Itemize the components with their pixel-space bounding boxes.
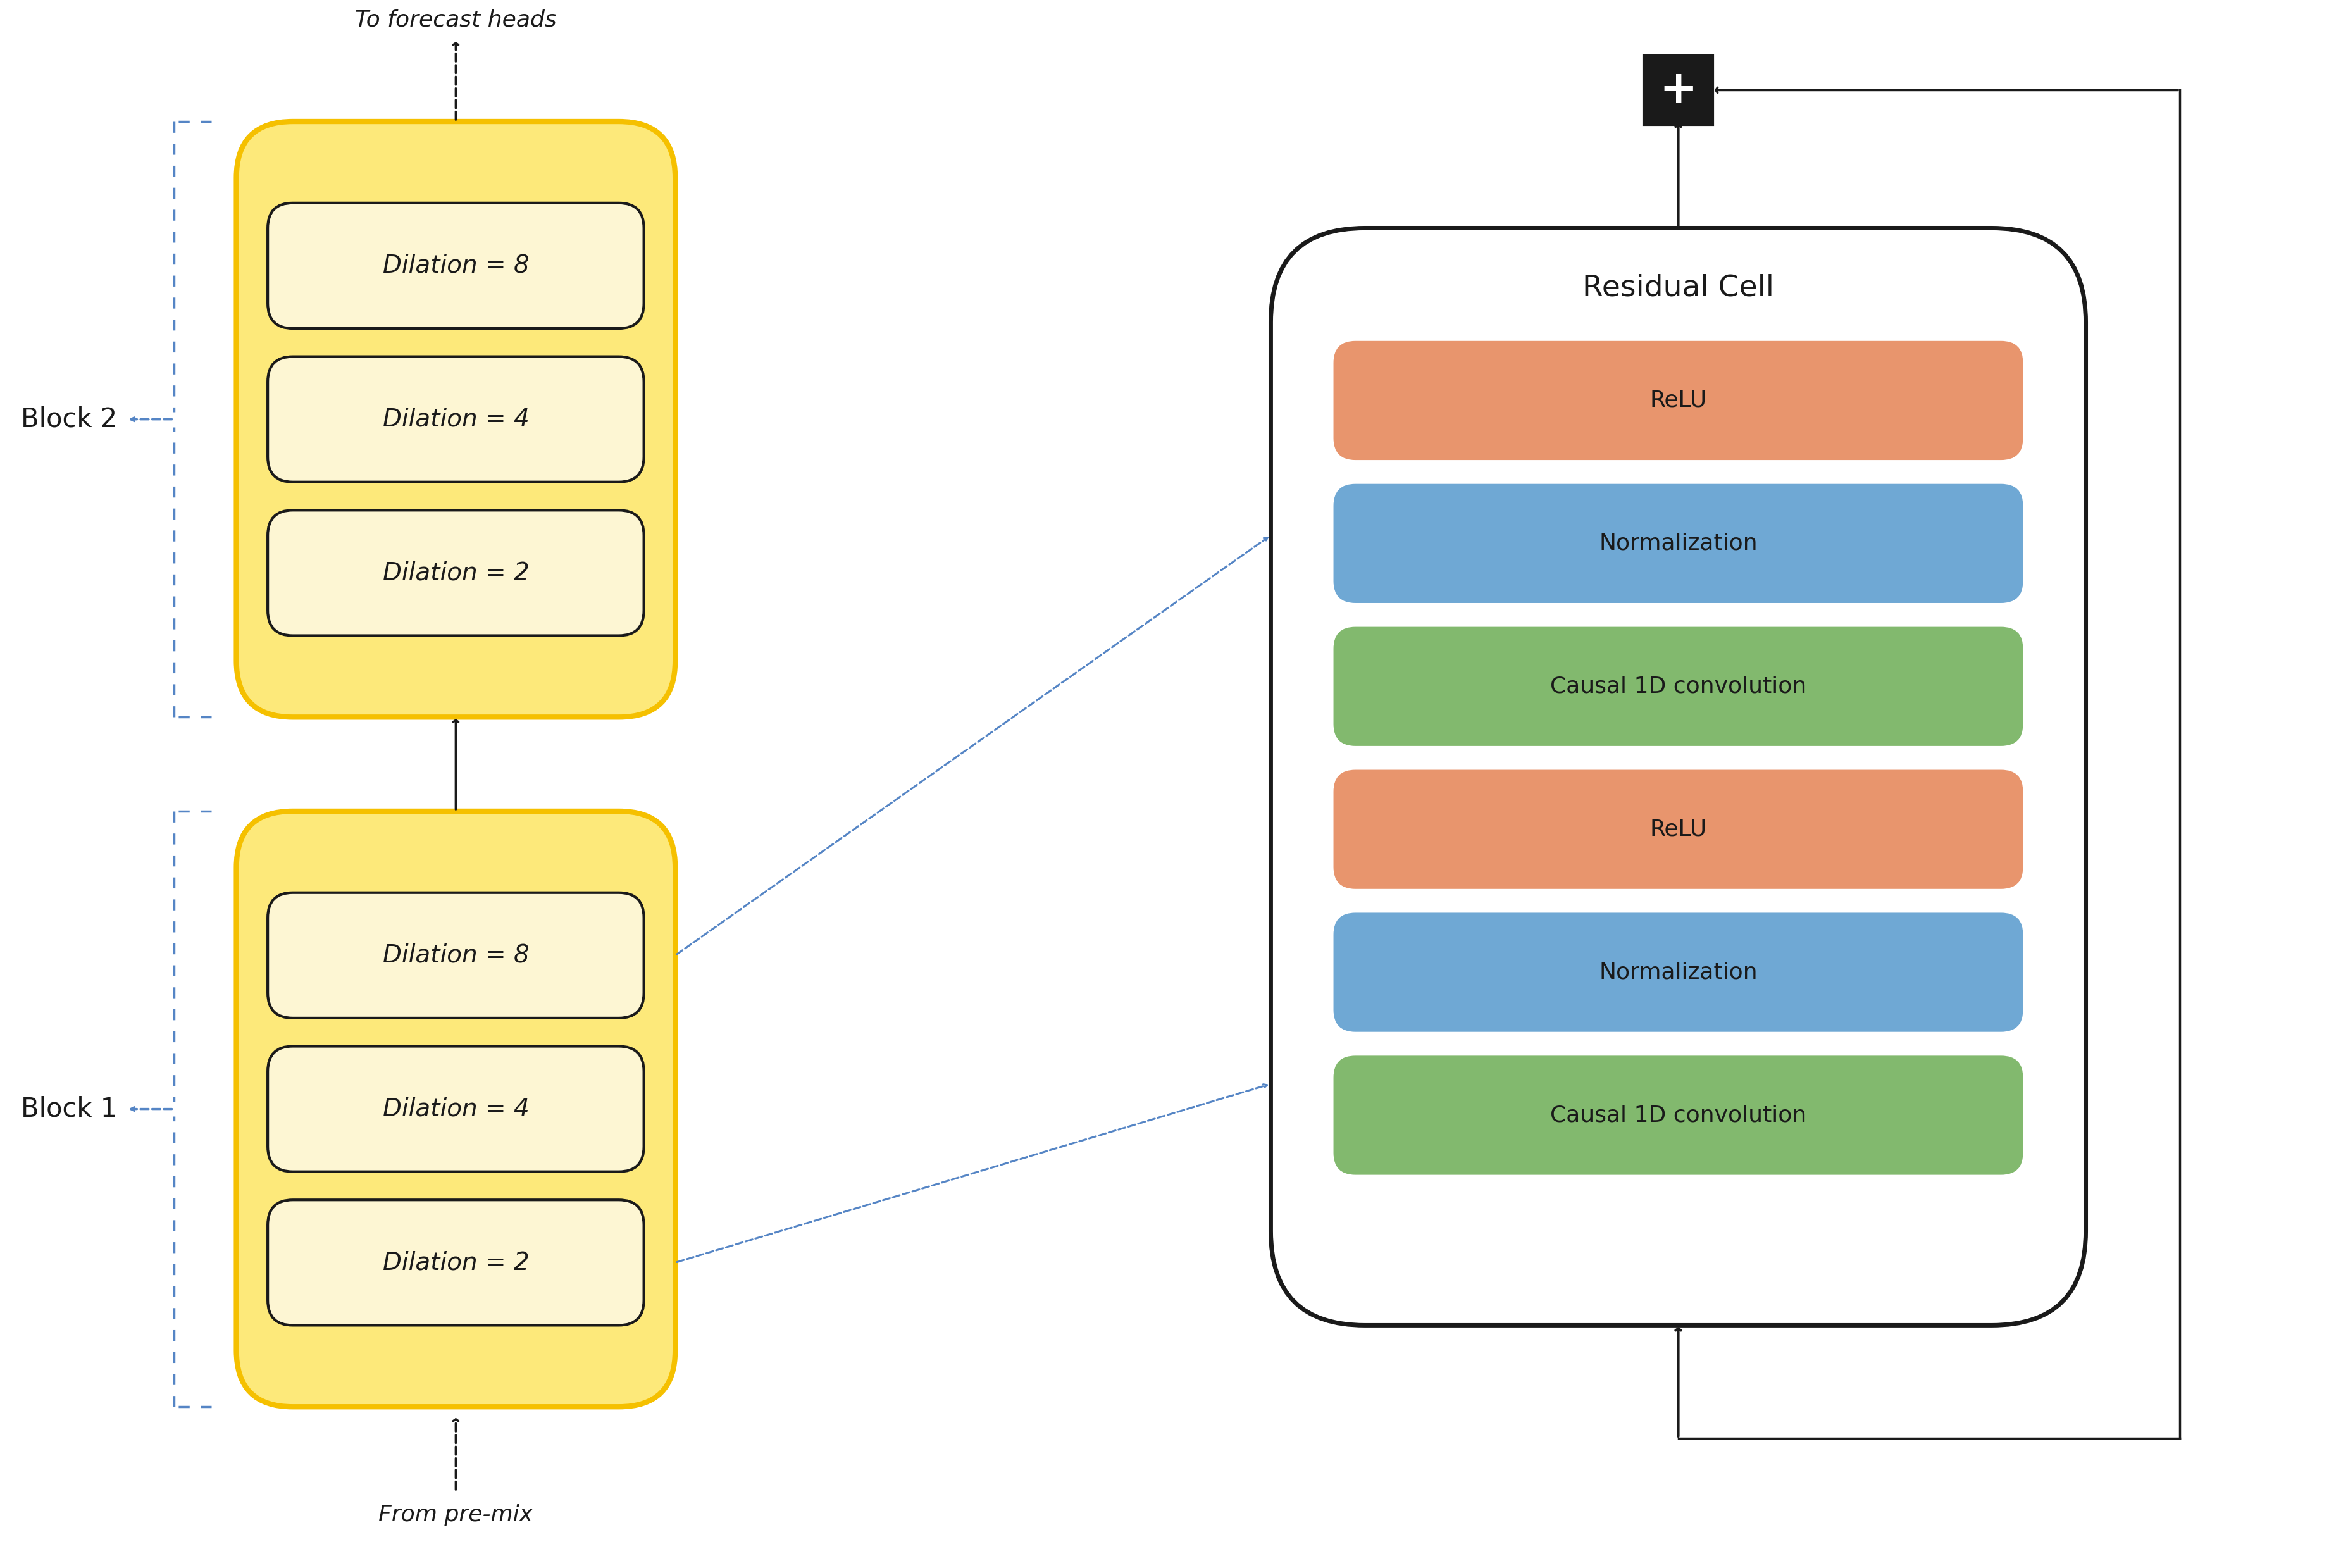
FancyBboxPatch shape	[235, 121, 675, 717]
FancyBboxPatch shape	[268, 202, 643, 328]
Text: Normalization: Normalization	[1600, 961, 1758, 983]
Text: Causal 1D convolution: Causal 1D convolution	[1551, 676, 1807, 698]
Text: Dilation = 2: Dilation = 2	[382, 1251, 529, 1275]
Text: Dilation = 4: Dilation = 4	[382, 1098, 529, 1121]
Text: From pre-mix: From pre-mix	[380, 1504, 533, 1526]
Text: Block 1: Block 1	[21, 1096, 116, 1123]
FancyBboxPatch shape	[235, 811, 675, 1406]
Text: ReLU: ReLU	[1649, 818, 1707, 840]
Text: Block 2: Block 2	[21, 406, 116, 433]
FancyBboxPatch shape	[1272, 227, 2087, 1325]
FancyBboxPatch shape	[1335, 485, 2024, 604]
Text: Dilation = 2: Dilation = 2	[382, 561, 529, 585]
FancyBboxPatch shape	[268, 1200, 643, 1325]
Polygon shape	[1644, 56, 1712, 124]
Text: Dilation = 8: Dilation = 8	[382, 944, 529, 967]
FancyBboxPatch shape	[1335, 913, 2024, 1032]
Text: Causal 1D convolution: Causal 1D convolution	[1551, 1104, 1807, 1126]
Text: ReLU: ReLU	[1649, 390, 1707, 411]
FancyBboxPatch shape	[268, 1046, 643, 1171]
Text: +: +	[1658, 69, 1698, 111]
FancyBboxPatch shape	[1335, 340, 2024, 459]
Text: Dilation = 4: Dilation = 4	[382, 408, 529, 431]
Text: To forecast heads: To forecast heads	[354, 9, 557, 31]
FancyBboxPatch shape	[1335, 770, 2024, 889]
FancyBboxPatch shape	[268, 892, 643, 1018]
FancyBboxPatch shape	[1335, 627, 2024, 746]
Text: Dilation = 8: Dilation = 8	[382, 254, 529, 278]
FancyBboxPatch shape	[1335, 1055, 2024, 1174]
Text: Residual Cell: Residual Cell	[1581, 273, 1775, 303]
FancyBboxPatch shape	[268, 510, 643, 635]
Text: Normalization: Normalization	[1600, 533, 1758, 554]
FancyBboxPatch shape	[268, 356, 643, 481]
